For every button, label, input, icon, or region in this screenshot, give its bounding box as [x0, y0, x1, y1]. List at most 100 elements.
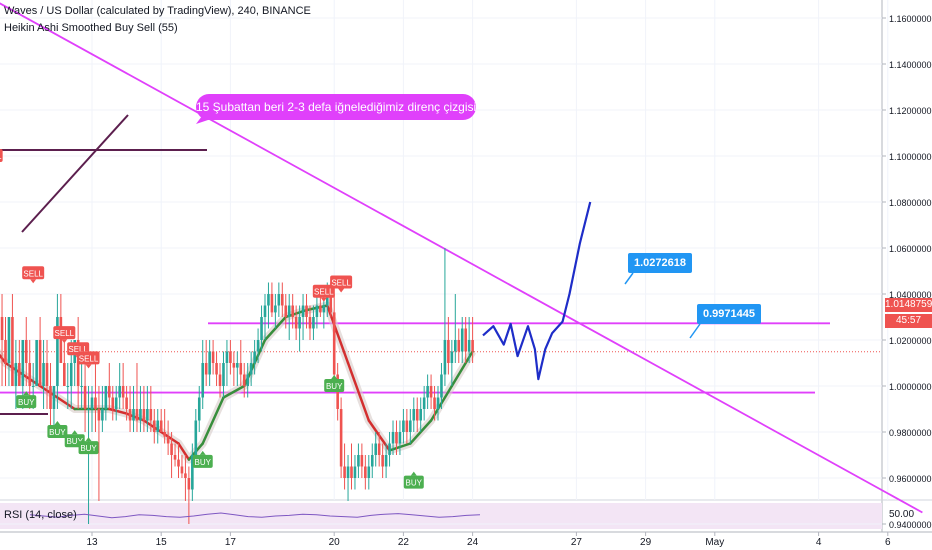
candle-body	[197, 397, 201, 421]
candle-body	[177, 459, 180, 467]
candle-body	[111, 397, 115, 409]
ha-smoothed-segment	[177, 442, 191, 461]
candle-body	[184, 473, 187, 478]
candle-body	[440, 374, 443, 398]
candle-body	[31, 386, 35, 387]
signal-pointer	[199, 450, 206, 455]
price-tag-lower[interactable]: 0.9971445	[697, 304, 761, 324]
signal-box	[0, 149, 3, 162]
candle-body	[246, 374, 249, 386]
candle-body	[222, 363, 225, 386]
signal-label: SELL	[55, 329, 75, 338]
y-tick-label: 1.1000000	[889, 152, 932, 162]
candle-body	[35, 340, 38, 386]
signal-buy: BUY	[47, 421, 68, 438]
y-tick-label: 1.0000000	[889, 382, 932, 392]
candle-body	[384, 455, 388, 467]
candle-body	[367, 466, 371, 478]
x-tick-label: 6	[885, 537, 891, 548]
signal-sell: SELL	[330, 275, 353, 293]
candle-body	[263, 305, 267, 317]
candle-body	[225, 351, 229, 363]
signal-buy: BUY	[403, 471, 424, 489]
candle-body	[170, 443, 173, 455]
candle-body	[422, 397, 426, 409]
candle-body	[156, 420, 160, 432]
candle-body	[232, 363, 236, 368]
signal-pointer	[85, 437, 92, 442]
candle-body	[260, 317, 263, 340]
signal-box	[312, 284, 335, 298]
candle-body	[402, 420, 405, 432]
drawing-diagonal	[21, 114, 129, 233]
candle-body	[42, 363, 45, 386]
candle-body	[208, 351, 211, 375]
rsi-tick: 50.00	[889, 509, 915, 520]
candle-body	[239, 363, 243, 375]
candle-body	[443, 340, 447, 375]
candle-body	[405, 420, 409, 432]
y-tick-label: 1.0200000	[889, 336, 932, 346]
countdown-tag: 45:57	[885, 314, 932, 328]
rsi-band	[0, 503, 882, 529]
signal-pointer	[338, 288, 345, 293]
candle-body	[471, 340, 474, 352]
ha-smoothed-segment	[56, 396, 76, 411]
y-tick-label: 0.9800000	[889, 428, 932, 438]
ha-smoothed-segment	[108, 407, 128, 415]
y-tick-label: 1.0600000	[889, 244, 932, 254]
resistance-trend-line	[0, 2, 923, 514]
x-tick-label: 15	[156, 537, 168, 548]
candle-body	[194, 420, 198, 455]
ha-smoothed-segment	[346, 361, 371, 422]
candle-body	[305, 305, 308, 317]
ha-smoothed-segment	[201, 396, 225, 445]
candle-body	[4, 340, 7, 363]
candle-body	[467, 340, 471, 352]
candle-body	[236, 363, 239, 368]
candle-body	[52, 386, 56, 409]
candle-body	[409, 420, 412, 432]
signal-buy: BUY	[192, 450, 213, 468]
candle-body	[332, 312, 336, 375]
candle-body	[415, 409, 419, 421]
signal-label: BUY	[406, 479, 423, 488]
signal-box	[330, 275, 353, 289]
candle-body	[201, 363, 205, 398]
candle-body	[166, 436, 170, 444]
candle-body	[18, 363, 21, 386]
x-tick-label: 27	[571, 537, 583, 548]
candle-body	[63, 363, 66, 386]
candle-body	[38, 340, 42, 386]
candle-body	[308, 317, 312, 329]
candle-body	[139, 409, 142, 421]
signal-pointer	[410, 471, 417, 476]
signal-box	[53, 326, 76, 340]
candle-body	[298, 317, 301, 329]
candle-body	[108, 386, 111, 398]
candle-body	[436, 397, 440, 409]
candle-body	[104, 386, 108, 409]
candle-body	[163, 432, 166, 437]
candle-body	[274, 305, 277, 313]
signal-label: SELL	[0, 152, 2, 161]
candle-body	[142, 409, 146, 421]
candle-body	[291, 305, 294, 317]
signal-box	[192, 454, 213, 468]
candle-body	[454, 340, 457, 352]
x-tick-label: 13	[86, 537, 98, 548]
candle-body	[412, 409, 416, 421]
x-tick-label: 24	[467, 537, 479, 548]
signal-sell: SELL	[0, 149, 3, 162]
candle-body	[457, 340, 461, 352]
candle-body	[0, 317, 4, 340]
resistance-callout[interactable]: 15 Şubattan beri 2-3 defa iğnelediğimiz …	[196, 94, 476, 120]
candle-body	[211, 351, 215, 363]
candle-body	[59, 317, 63, 363]
y-tick-label: 1.1600000	[889, 14, 932, 24]
y-tick-label: 1.1400000	[889, 60, 932, 70]
y-tick-label: 1.0800000	[889, 198, 932, 208]
price-tag-upper[interactable]: 1.0272618	[628, 253, 692, 273]
candle-body	[204, 363, 208, 375]
